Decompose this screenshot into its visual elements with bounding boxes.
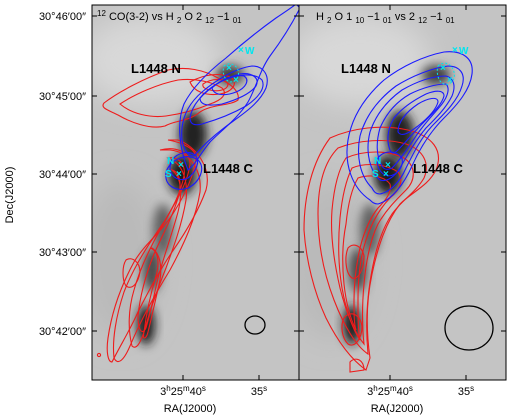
marker-star-north2-left: × [233, 75, 239, 86]
x-ticks [182, 5, 467, 380]
y-axis: 30°46′00″ 30°45′00″ 30°44′00″ 30°43′00″ … [4, 11, 506, 338]
marker-n-star-right: × [385, 160, 391, 171]
marker-n-left: N [167, 156, 174, 167]
y-tick-label-3: 30°43′00″ [39, 247, 86, 259]
x-axis-label-left: RA(J2000) [164, 403, 217, 415]
marker-n-star-left: × [178, 160, 184, 171]
x-tick-label-left-main: 3h25m40s [160, 384, 206, 398]
markers-left: × W × × N × S × [165, 45, 255, 180]
panel-right-title: H 2 O 1 10 −1 01 vs 2 12 −1 01 [316, 11, 455, 26]
cyan-outline-right [436, 62, 455, 85]
y-tick-label-2: 30°44′00″ [39, 169, 86, 181]
source-label-north-right: L1448 N [341, 61, 391, 76]
marker-star-north-left: × [226, 63, 232, 74]
marker-w-star-right: × [452, 45, 458, 56]
marker-s-right: S [372, 169, 379, 180]
marker-s-star-left: × [176, 169, 182, 180]
grayscale-emission-left [92, 15, 244, 345]
y-tick-label-4: 30°42′00″ [39, 326, 86, 338]
x-tick-label-left-35: 35s [251, 384, 267, 398]
red-contours-left [96, 67, 239, 363]
marker-w-star-left: × [238, 45, 244, 56]
cyan-outline-left [222, 63, 239, 83]
y-ticks-left [92, 15, 506, 332]
source-label-center-left: L1448 C [203, 161, 253, 176]
panel-right [299, 5, 506, 380]
marker-star-north-right: × [440, 63, 446, 74]
x-axis: 3h25m40s 35s 3h25m40s 35s RA(J2000) RA(J… [160, 5, 474, 415]
panel-left [92, 5, 299, 380]
source-label-north-left: L1448 N [131, 61, 181, 76]
panel-left-title: 12 CO(3-2) vs H 2 O 2 12 −1 01 [97, 7, 242, 26]
source-label-center-right: L1448 C [413, 161, 463, 176]
beam-ellipse-right [444, 305, 494, 351]
beam-ellipse-left [244, 315, 266, 335]
marker-star-north2-right: × [447, 75, 453, 86]
x-tick-label-right-35: 35s [458, 384, 474, 398]
y-tick-label-1: 30°45′00″ [39, 91, 86, 103]
y-axis-label: Dec(J2000) [4, 167, 16, 224]
marker-n-right: N [374, 156, 381, 167]
marker-w-left: W [245, 46, 255, 57]
panel-right-frame [298, 4, 507, 381]
blue-contours-right [346, 51, 473, 205]
y-tick-label-0: 30°46′00″ [39, 11, 86, 23]
marker-s-left: S [165, 169, 172, 180]
x-axis-label-right: RA(J2000) [371, 403, 424, 415]
marker-w-right: W [459, 46, 469, 57]
blue-contours-left [165, 5, 299, 190]
markers-right: × W × × N × S × [372, 45, 469, 180]
x-tick-label-right-main: 3h25m40s [367, 384, 413, 398]
marker-s-star-right: × [383, 169, 389, 180]
